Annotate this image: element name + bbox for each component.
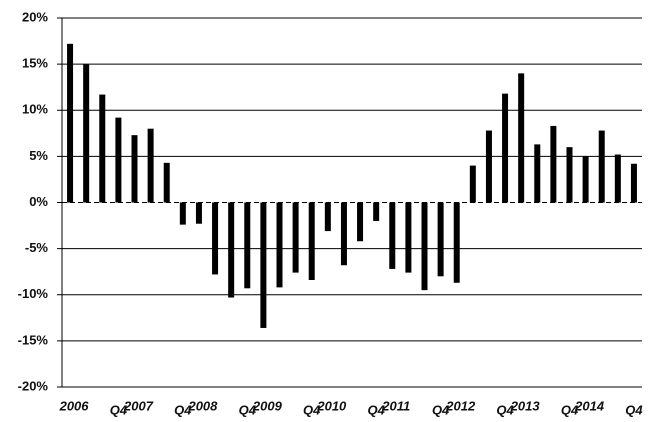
bar <box>357 202 364 242</box>
bar <box>260 202 267 328</box>
bar <box>550 125 557 203</box>
y-tick-label: 15% <box>22 56 48 71</box>
x-tick-label: 2014 <box>574 398 605 413</box>
x-tick-label: Q4 <box>239 402 257 417</box>
x-tick-label: 2008 <box>187 398 218 413</box>
bar <box>614 154 621 203</box>
bar <box>147 128 154 203</box>
y-tick-label: 5% <box>29 148 48 163</box>
bar <box>228 202 235 298</box>
bar <box>582 156 589 203</box>
x-tick-label: 2006 <box>59 398 90 413</box>
x-tick-label: Q4 <box>432 402 450 417</box>
bar <box>67 43 74 203</box>
bar <box>389 202 396 269</box>
bar <box>308 202 315 280</box>
bar <box>630 163 637 203</box>
bar <box>421 202 428 291</box>
bar <box>598 130 605 203</box>
bar <box>99 94 106 203</box>
bar <box>163 162 170 203</box>
bar <box>195 202 202 224</box>
x-tick-label: 2011 <box>381 398 410 413</box>
x-tick-label: 2007 <box>123 398 154 413</box>
x-tick-label: 2013 <box>510 398 541 413</box>
x-tick-label: Q4 <box>367 402 385 417</box>
x-tick-label: 2009 <box>252 398 283 413</box>
bar <box>276 202 283 288</box>
y-tick-label: -20% <box>18 378 49 393</box>
y-tick-label: -10% <box>18 286 49 301</box>
bar <box>566 147 573 203</box>
x-tick-label: Q4 <box>625 402 643 417</box>
bar <box>534 144 541 203</box>
bar <box>502 93 509 203</box>
bar <box>115 117 122 203</box>
y-tick-label: -15% <box>18 332 49 347</box>
bar <box>179 202 186 225</box>
bar <box>212 202 219 275</box>
x-tick-label: 2010 <box>316 398 347 413</box>
x-tick-label: Q4 <box>496 402 514 417</box>
bar <box>244 202 251 289</box>
bar <box>373 202 380 221</box>
y-tick-label: 10% <box>22 102 48 117</box>
bar <box>405 202 412 273</box>
y-tick-label: 20% <box>22 9 48 24</box>
bar <box>292 202 299 273</box>
bar <box>518 73 525 203</box>
bar <box>485 130 492 203</box>
x-tick-label: Q4 <box>174 402 192 417</box>
x-tick-label: Q4 <box>561 402 579 417</box>
bar <box>340 202 347 266</box>
y-tick-label: 0% <box>29 194 48 209</box>
bar <box>469 165 476 203</box>
x-tick-label: Q4 <box>110 402 128 417</box>
bar <box>437 202 444 277</box>
bar <box>131 135 138 203</box>
bar <box>324 202 331 232</box>
bar <box>83 64 90 203</box>
bar <box>453 202 460 283</box>
x-tick-label: 2012 <box>445 398 476 413</box>
x-tick-label: Q4 <box>303 402 321 417</box>
y-tick-label: -5% <box>25 240 49 255</box>
